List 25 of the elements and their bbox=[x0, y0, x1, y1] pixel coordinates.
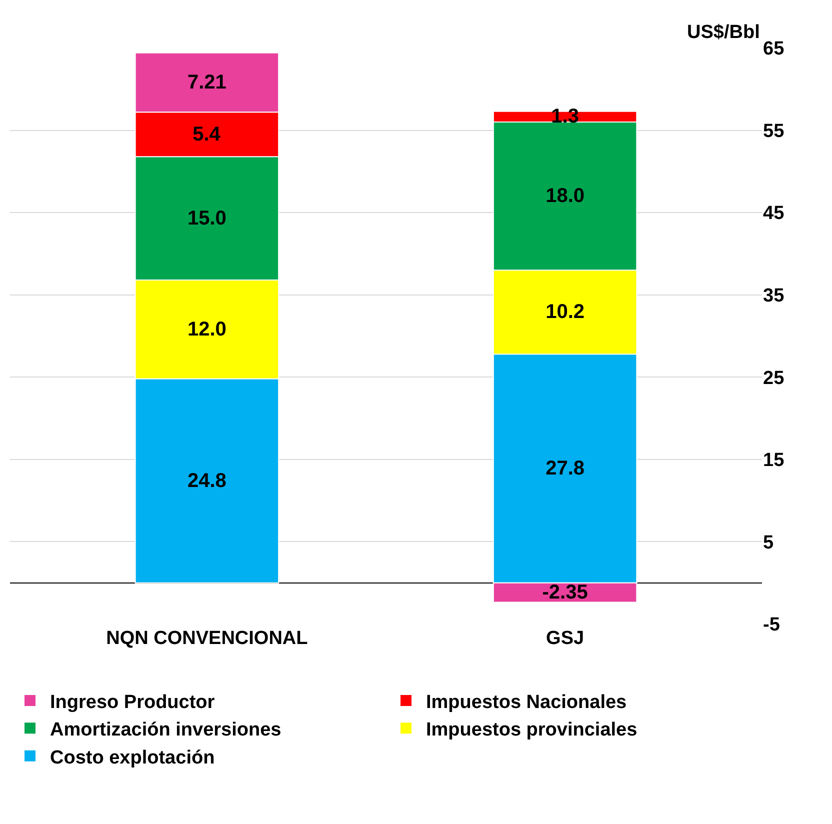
legend-label: Impuestos Nacionales bbox=[426, 692, 627, 713]
x-tick-label: GSJ bbox=[546, 628, 584, 649]
y-tick-label: 35 bbox=[763, 286, 785, 307]
y-tick-label: 45 bbox=[763, 203, 785, 224]
y-tick-label: 55 bbox=[763, 120, 785, 142]
data-label: 7.21 bbox=[187, 72, 226, 94]
legend-label: Ingreso Productor bbox=[50, 692, 216, 713]
data-label: 27.8 bbox=[546, 457, 585, 480]
y-tick-label: 25 bbox=[763, 368, 785, 389]
legend-label: Impuestos provinciales bbox=[426, 720, 638, 741]
y-tick-label: 65 bbox=[763, 38, 785, 60]
data-label: 10.2 bbox=[546, 301, 585, 324]
y-tick-label: 5 bbox=[763, 532, 774, 554]
data-label: 15.0 bbox=[187, 207, 226, 230]
data-label: 24.8 bbox=[187, 470, 226, 492]
data-label: -2.35 bbox=[542, 582, 588, 604]
legend-label: Amortización inversiones bbox=[50, 720, 282, 741]
y-tick-label: -5 bbox=[763, 614, 780, 636]
data-label: 5.4 bbox=[192, 123, 222, 146]
y-axis-title: US$/Bbl bbox=[687, 22, 760, 43]
x-tick-label: NQN CONVENCIONAL bbox=[106, 628, 308, 649]
data-label: 18.0 bbox=[546, 185, 585, 208]
y-tick-label: 15 bbox=[763, 450, 785, 472]
data-label: 12.0 bbox=[187, 318, 226, 340]
legend-label: Costo explotación bbox=[50, 747, 215, 768]
